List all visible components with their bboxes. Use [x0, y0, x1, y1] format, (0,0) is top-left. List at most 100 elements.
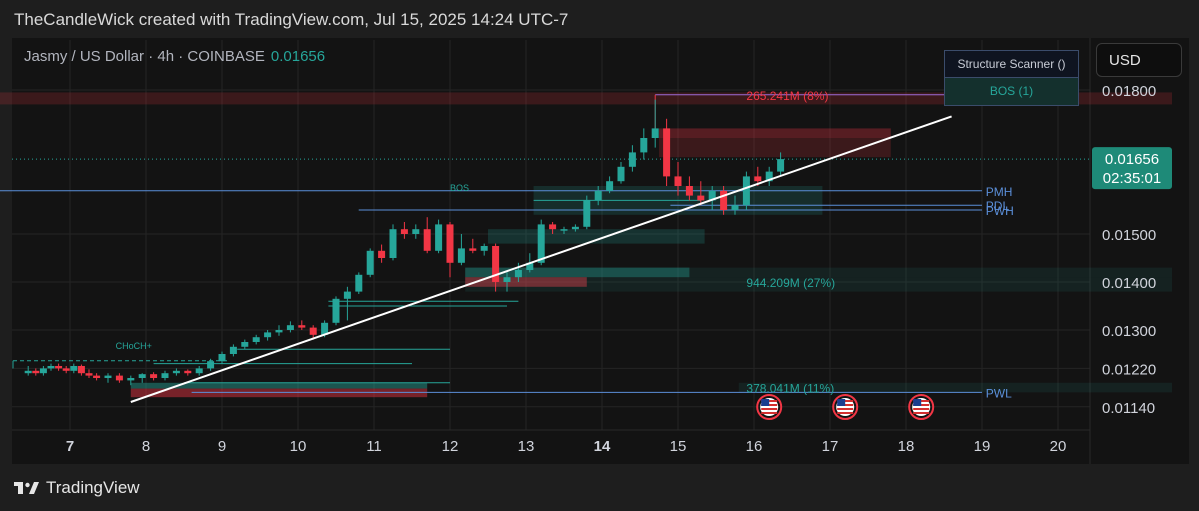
x-tick-label: 10 [290, 438, 307, 455]
candle-up [389, 229, 397, 258]
x-tick-label: 19 [974, 438, 991, 455]
header-caption: TheCandleWick created with TradingView.c… [14, 10, 569, 29]
supply-block [659, 138, 891, 158]
tradingview-logo[interactable]: TradingView [14, 478, 140, 498]
demand-block [488, 229, 705, 244]
us-flag-event-icon[interactable] [756, 394, 783, 420]
candle-up [560, 229, 568, 231]
candle-up [172, 370, 180, 374]
demand-block [130, 382, 428, 389]
candle-up [537, 224, 545, 263]
us-flag-event-icon[interactable] [832, 394, 859, 420]
x-tick-label: 9 [218, 438, 226, 455]
candle-up [321, 322, 329, 335]
candle-down [378, 250, 386, 258]
candle-down [446, 224, 454, 263]
y-tick-label: 0.01140 [1102, 400, 1155, 417]
x-tick-label: 17 [822, 438, 839, 455]
candle-up [583, 200, 591, 227]
symbol-info: Jasmy / US Dollar · 4h · COINBASE 0.01656 [24, 48, 325, 65]
discount-zone [738, 382, 1172, 393]
candle-down [77, 366, 85, 374]
candle-up [138, 374, 146, 378]
candle-down [697, 195, 705, 201]
trendline [130, 115, 952, 403]
candle-up [708, 190, 716, 201]
last-price-badge-countdown: 02:35:01 [1103, 170, 1161, 187]
x-tick-label: 15 [670, 438, 687, 455]
candle-up [571, 226, 579, 230]
symbol-last-price: 0.01656 [270, 48, 326, 65]
scanner-bos[interactable]: BOS (1) [945, 78, 1078, 105]
structure-label-bos: BOS [450, 183, 469, 193]
candle-down [62, 368, 70, 371]
candle-up [435, 224, 443, 251]
candle-down [55, 366, 63, 369]
y-tick-label: 0.01500 [1102, 227, 1156, 244]
candle-up [264, 332, 272, 338]
candle-up [195, 368, 203, 374]
last-price-badge-price: 0.01656 [1105, 151, 1159, 168]
tradingview-logo-icon [14, 482, 39, 494]
candle-up [742, 176, 750, 206]
candle-up [286, 325, 294, 330]
y-tick-label: 0.01220 [1102, 361, 1156, 378]
us-flag-event-icon[interactable] [908, 394, 935, 420]
candle-down [423, 229, 431, 251]
symbol-name: Jasmy / US Dollar · 4h · COINBASE [24, 48, 265, 65]
demand-block [465, 267, 690, 278]
level-label-pdl: PDL [986, 199, 1010, 213]
candle-down [754, 176, 762, 182]
candle-up [606, 181, 614, 191]
candle-up [343, 291, 351, 299]
candle-up [218, 354, 226, 362]
candle-up [777, 159, 785, 172]
candle-down [469, 248, 477, 251]
x-tick-label: 12 [442, 438, 459, 455]
candle-up [640, 138, 648, 153]
candle-down [85, 373, 93, 376]
discount-zone [465, 277, 1172, 292]
candle-up [355, 274, 363, 292]
candle-up [628, 152, 636, 167]
candle-down [400, 229, 408, 234]
candle-up [70, 366, 78, 371]
currency-button[interactable]: USD [1096, 43, 1182, 77]
candle-up [651, 128, 659, 138]
candle-down [663, 128, 671, 177]
supply-block [659, 128, 891, 138]
chart-panel[interactable] [12, 38, 1189, 464]
candle-up [765, 171, 773, 182]
candle-up [241, 342, 249, 347]
footer-brand: TradingView [46, 478, 140, 497]
x-tick-label: 13 [518, 438, 535, 455]
candle-up [104, 375, 112, 378]
x-tick-label: 20 [1050, 438, 1067, 455]
candle-up [731, 205, 739, 210]
last-price-badge [1092, 147, 1172, 190]
premium-zone [0, 92, 1172, 105]
supply-block [465, 277, 587, 287]
candle-up [207, 361, 215, 369]
y-tick-label: 0.01400 [1102, 275, 1156, 292]
zone-volume-label: 265.241M (8%) [746, 89, 828, 103]
candle-up [24, 370, 32, 374]
y-tick-label: 0.01300 [1102, 323, 1156, 340]
candle-down [549, 224, 557, 230]
x-tick-label: 7 [66, 438, 74, 455]
structure-scanner-panel[interactable]: Structure Scanner () BOS (1) [944, 50, 1079, 106]
candle-down [150, 374, 158, 378]
level-label-pmh: PMH [986, 185, 1013, 199]
candle-down [674, 176, 682, 186]
candle-up [47, 366, 55, 369]
x-tick-label: 18 [898, 438, 915, 455]
x-tick-label: 16 [746, 438, 763, 455]
candle-up [275, 330, 283, 333]
y-tick-label: 0.01800 [1102, 83, 1156, 100]
candle-up [526, 262, 534, 270]
structure-label-choch: CHoCH+ [116, 341, 152, 351]
candle-down [184, 370, 192, 374]
x-tick-label: 14 [594, 438, 611, 455]
candle-up [252, 337, 260, 342]
